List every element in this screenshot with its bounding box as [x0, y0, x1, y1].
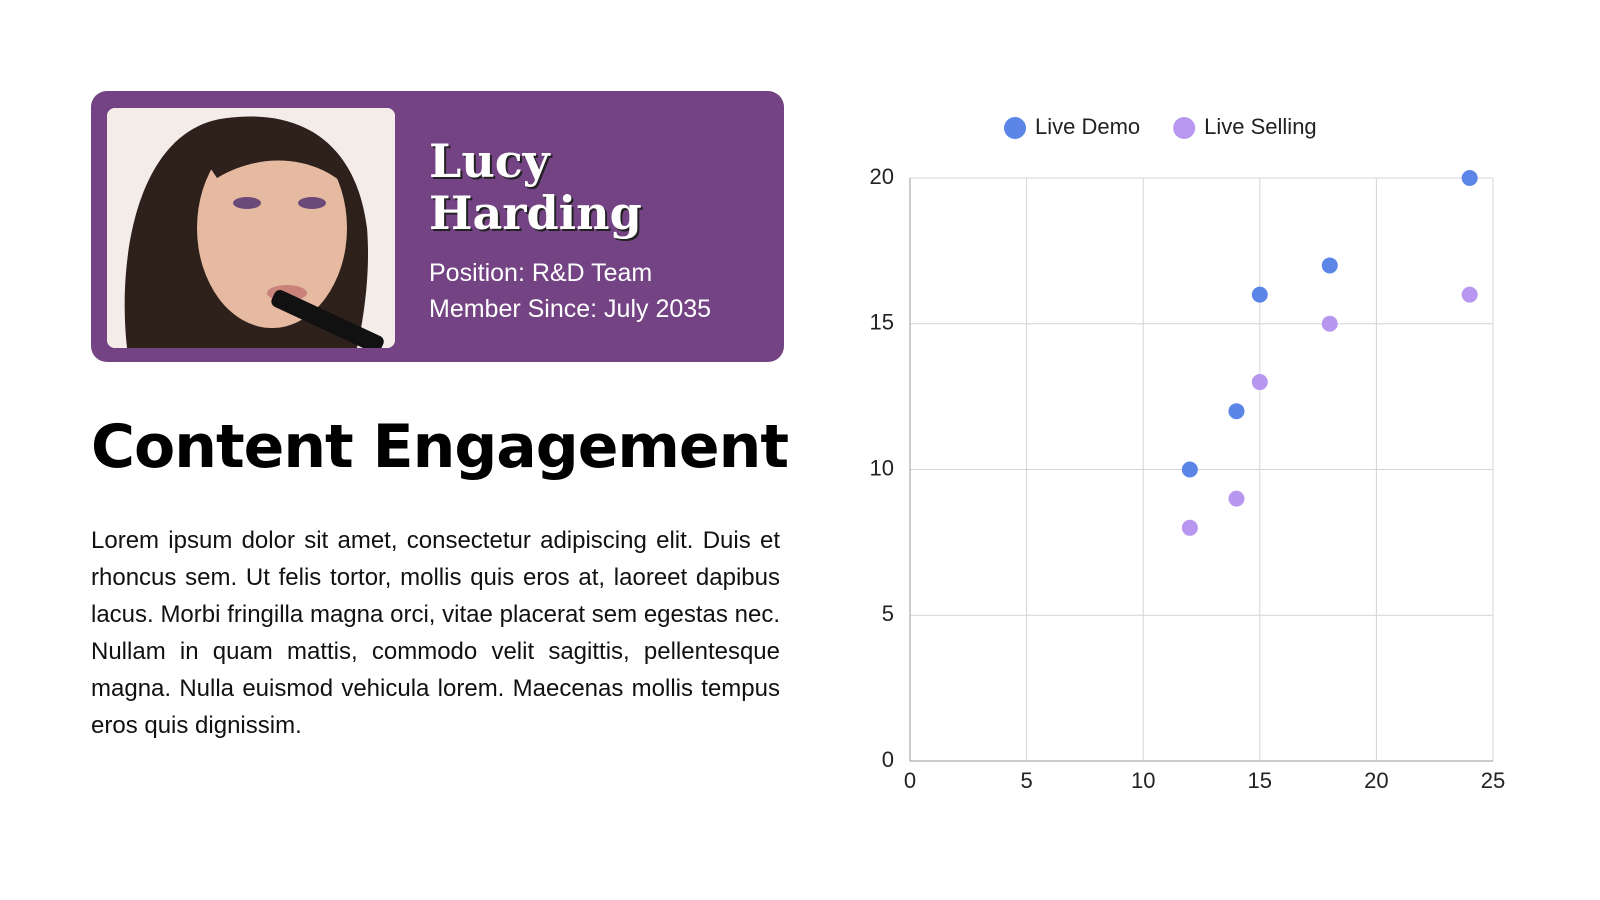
heading: Content Engagement [91, 412, 789, 482]
scatter-point [1321, 257, 1338, 274]
y-tick-label: 10 [870, 455, 894, 480]
profile-member-since: Member Since: July 2035 [429, 295, 712, 323]
profile-name: Lucy Harding [429, 134, 642, 240]
scatter-point [1181, 519, 1198, 536]
x-tick-label: 20 [1364, 768, 1388, 793]
photo [107, 108, 395, 348]
x-tick-label: 25 [1481, 768, 1505, 793]
scatter-point [1228, 403, 1245, 420]
scatter-point [1228, 490, 1245, 507]
scatter-point [1321, 315, 1338, 332]
legend-marker [1004, 117, 1026, 139]
x-tick-label: 10 [1131, 768, 1155, 793]
profile-card: Lucy Harding Position: R&D Team Member S… [91, 91, 784, 362]
legend-label: Live Selling [1204, 114, 1317, 139]
scatter-point [1461, 286, 1478, 303]
body-text: Lorem ipsum dolor sit amet, consectetur … [91, 527, 780, 739]
scatter-point [1181, 461, 1198, 478]
legend-marker [1173, 117, 1196, 139]
y-tick-label: 0 [882, 747, 894, 772]
scatter-point [1461, 170, 1478, 186]
y-tick-label: 20 [870, 164, 894, 189]
profile-position: Position: R&D Team [429, 259, 653, 287]
y-tick-label: 5 [882, 601, 894, 626]
x-tick-label: 15 [1248, 768, 1272, 793]
y-tick-label: 15 [870, 310, 894, 335]
x-tick-label: 5 [1020, 768, 1032, 793]
scatter-point [1251, 286, 1268, 303]
photo-illustration [107, 108, 395, 348]
scatter-point [1251, 374, 1268, 391]
legend-label: Live Demo [1035, 114, 1140, 139]
x-tick-label: 0 [904, 768, 916, 793]
